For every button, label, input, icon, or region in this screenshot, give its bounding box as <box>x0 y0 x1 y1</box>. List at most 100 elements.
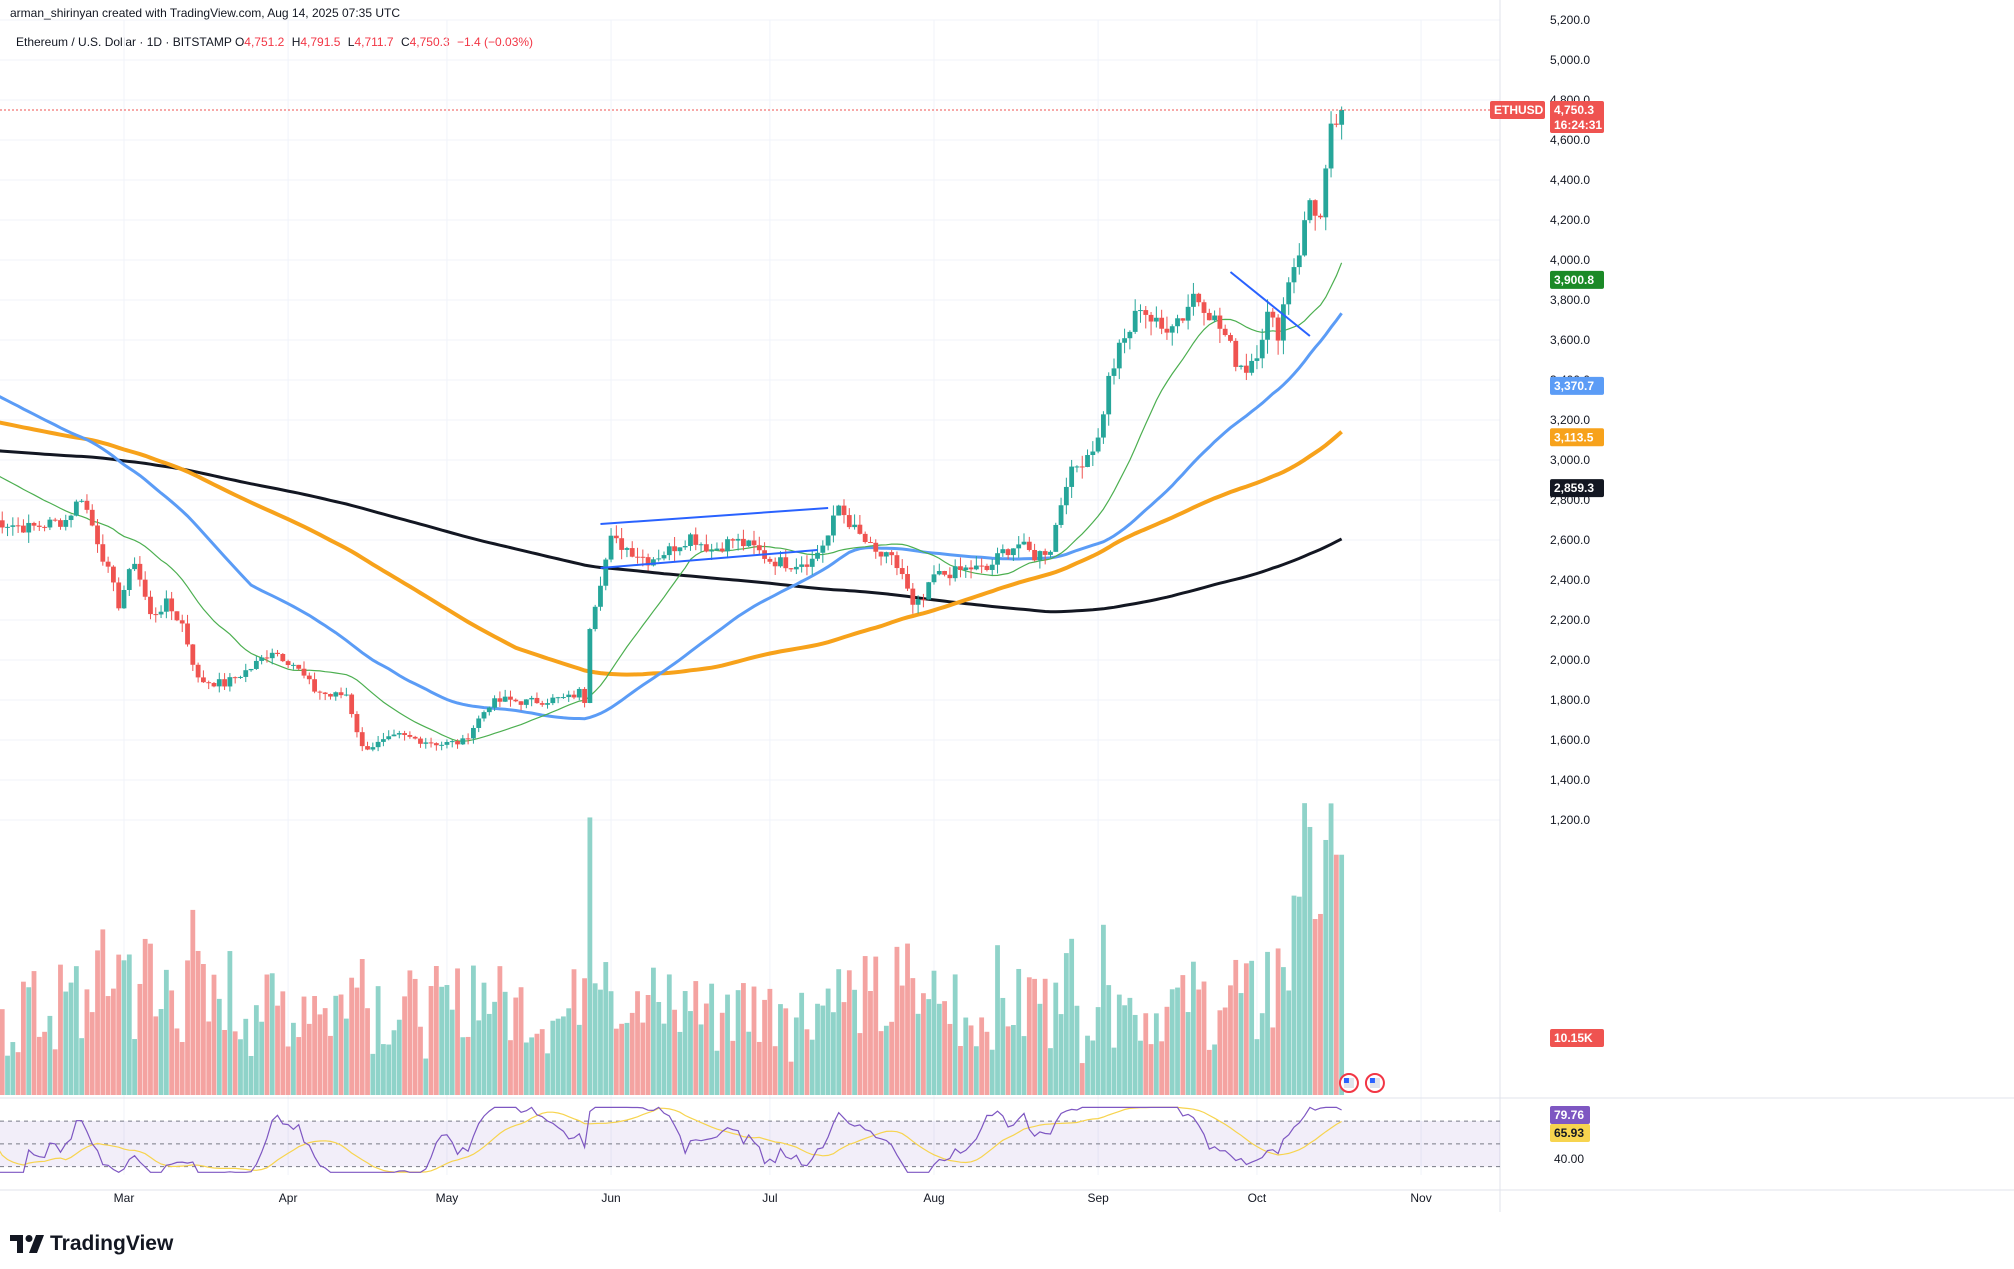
volume-bar <box>227 951 233 1095</box>
volume-bar <box>312 996 317 1095</box>
ma-value-tag-bg <box>1550 479 1604 498</box>
candle <box>878 551 884 566</box>
candle-body <box>174 611 180 621</box>
volume-bar <box>31 971 37 1095</box>
candle-body <box>137 563 143 580</box>
candle-body <box>629 548 635 557</box>
volume-bar <box>73 966 79 1095</box>
candle-body <box>1037 551 1043 561</box>
candle-body <box>984 565 990 570</box>
price-tick-label: 5,200.0 <box>1550 13 1590 27</box>
volume-bar <box>841 1002 847 1095</box>
volume-bar <box>248 1055 254 1095</box>
volume-bar <box>1175 987 1180 1095</box>
candle-body <box>936 571 942 575</box>
candle-body <box>306 675 312 680</box>
volume-bar <box>751 986 757 1095</box>
candle-body <box>608 535 614 560</box>
candle-body <box>280 654 286 662</box>
candle <box>444 739 450 749</box>
candle-body <box>222 679 227 687</box>
candle <box>534 692 540 704</box>
candle <box>195 662 201 683</box>
candle-body <box>216 679 222 687</box>
candle <box>153 607 159 623</box>
sma-black-line <box>0 449 1343 614</box>
candle-body <box>868 542 873 544</box>
candle-body <box>1243 365 1249 373</box>
price-tick-label: 3,600.0 <box>1550 333 1590 347</box>
volume-bar <box>963 1017 969 1095</box>
volume-bar <box>322 1008 328 1095</box>
candle-body <box>624 548 630 550</box>
candle <box>958 557 963 578</box>
volume-bar <box>386 1044 392 1095</box>
candle-body <box>1011 548 1016 556</box>
candle-body <box>598 585 603 607</box>
volume-bar <box>1333 854 1339 1095</box>
rsi-ma-tag: 65.93 <box>1554 1126 1584 1140</box>
candle-body <box>931 574 937 583</box>
volume-bar <box>820 1005 826 1095</box>
candle-body <box>142 579 148 597</box>
candle <box>132 557 137 572</box>
candle-body <box>63 520 69 527</box>
volume-bar <box>259 1021 265 1095</box>
candle-body <box>947 574 953 579</box>
volume-bar <box>370 1053 376 1095</box>
candle-body <box>1122 338 1127 343</box>
volume-bar <box>137 983 143 1095</box>
candle-body <box>508 696 513 700</box>
volume-bar <box>661 1023 667 1095</box>
candle <box>386 730 392 741</box>
volume-tag: 10.15K <box>1554 1031 1593 1045</box>
candle <box>968 560 974 579</box>
candle-body <box>1138 310 1143 312</box>
last-price-tag-bg <box>1550 100 1604 133</box>
candle-body <box>211 683 217 687</box>
candle-body <box>73 501 79 516</box>
candle-body <box>264 657 270 659</box>
candle-body <box>825 535 831 546</box>
candle <box>402 730 407 741</box>
candle <box>698 542 704 552</box>
volume-bar <box>26 987 32 1095</box>
volume-bar <box>645 995 651 1095</box>
volume-bar <box>1069 938 1075 1095</box>
candle <box>1074 465 1080 473</box>
candle-body <box>741 538 746 547</box>
candle-body <box>89 509 95 526</box>
candle-body <box>963 567 969 570</box>
volume-bar <box>714 1050 720 1095</box>
volume-bar <box>1275 948 1281 1095</box>
candle-body <box>640 556 646 558</box>
candle <box>1185 294 1191 330</box>
volume-bar <box>52 1049 58 1095</box>
volume-bar <box>396 1019 402 1095</box>
candle-body <box>52 519 58 521</box>
rsi-pane: 40.00 <box>0 1106 1584 1173</box>
volume-bar <box>47 1015 53 1095</box>
candle <box>227 673 233 692</box>
candle <box>185 614 190 647</box>
volume-bar <box>317 1014 323 1095</box>
low-label: L <box>347 35 355 49</box>
ma-value-tag: 3,113.5 <box>1554 430 1594 444</box>
volume-bar <box>412 978 418 1095</box>
volume-bar <box>582 978 587 1095</box>
candle-body <box>121 589 127 609</box>
volume-bar <box>423 1058 429 1095</box>
candle-body <box>973 565 979 570</box>
candle <box>762 542 767 564</box>
candle <box>1021 533 1027 546</box>
volume-bar <box>619 1023 625 1095</box>
candle-body <box>418 738 423 744</box>
candle-body <box>809 558 815 567</box>
candle-body <box>815 552 820 559</box>
candle-body <box>158 611 164 615</box>
candle-body <box>883 552 889 557</box>
open-label: O <box>234 35 245 49</box>
tradingview-logo[interactable]: TradingView <box>10 1232 173 1256</box>
candle-body <box>301 668 307 676</box>
